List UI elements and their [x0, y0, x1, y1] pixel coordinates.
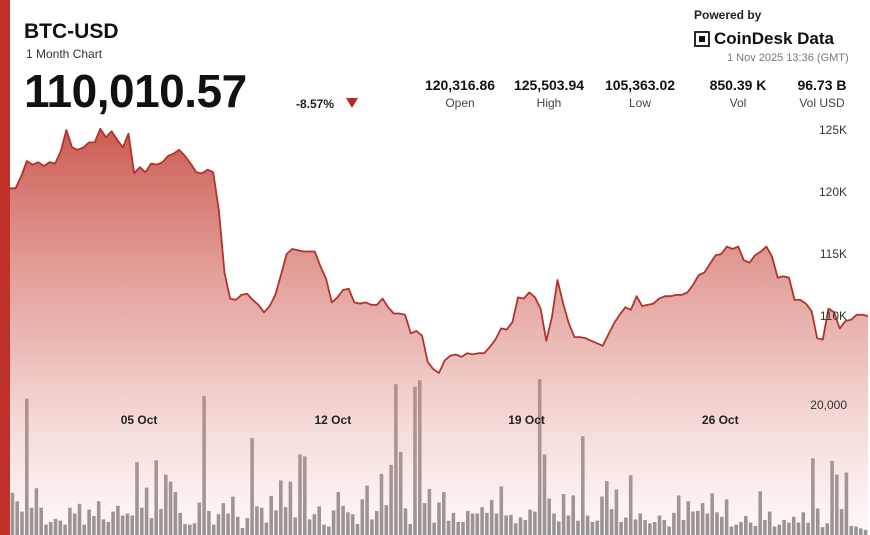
brand-logo: CoinDesk Data — [694, 29, 834, 49]
current-price: 110,010.57 — [24, 65, 247, 117]
price-change: -8.57% — [296, 97, 335, 111]
stat-value: 850.39 K — [709, 77, 767, 93]
date-tick-label: 12 Oct — [315, 413, 352, 427]
price-tick-label: 110K — [820, 309, 847, 323]
powered-by-label: Powered by — [694, 8, 762, 22]
stat-label: Open — [445, 96, 475, 110]
volume-tick-label: 20,000 — [810, 398, 847, 412]
stat-vol-usd: 96.73 B Vol USD — [784, 77, 860, 110]
stat-value: 125,503.94 — [513, 77, 585, 93]
price-tick-label: 125K — [819, 123, 847, 137]
timestamp: 1 Nov 2025 13:36 (GMT) — [727, 52, 849, 64]
price-line — [10, 127, 869, 374]
price-tick-label: 120K — [819, 185, 847, 199]
brand-name: CoinDesk Data — [714, 29, 834, 48]
price-axis-ticks: 125K 120K 115K 110K — [819, 123, 847, 323]
coindesk-logo-icon — [694, 31, 710, 47]
date-tick-label: 26 Oct — [702, 413, 739, 427]
price-tick-label: 115K — [820, 247, 847, 261]
stat-low: 105,363.02 Low — [597, 77, 683, 110]
stat-label: Low — [628, 96, 651, 110]
down-arrow-icon — [346, 98, 358, 108]
stat-open: 120,316.86 Open — [418, 77, 502, 110]
date-axis-ticks: 05 Oct 12 Oct 19 Oct 26 Oct — [121, 413, 739, 427]
stat-label: Vol USD — [799, 96, 845, 110]
stat-high: 125,503.94 High — [507, 77, 591, 110]
price-area-fill — [10, 128, 868, 535]
stat-value: 96.73 B — [797, 77, 847, 93]
page-title: BTC-USD — [24, 20, 119, 43]
accent-bar — [0, 0, 10, 535]
date-tick-label: 19 Oct — [508, 413, 545, 427]
date-tick-label: 05 Oct — [121, 413, 158, 427]
volume-axis-ticks: 20,000 — [810, 398, 847, 412]
stat-value: 120,316.86 — [424, 77, 496, 93]
stat-label: Vol — [729, 96, 747, 110]
chart-range-label: 1 Month Chart — [26, 47, 103, 61]
stat-label: High — [536, 96, 562, 110]
stat-vol: 850.39 K Vol — [700, 77, 776, 110]
stat-value: 105,363.02 — [604, 77, 676, 93]
